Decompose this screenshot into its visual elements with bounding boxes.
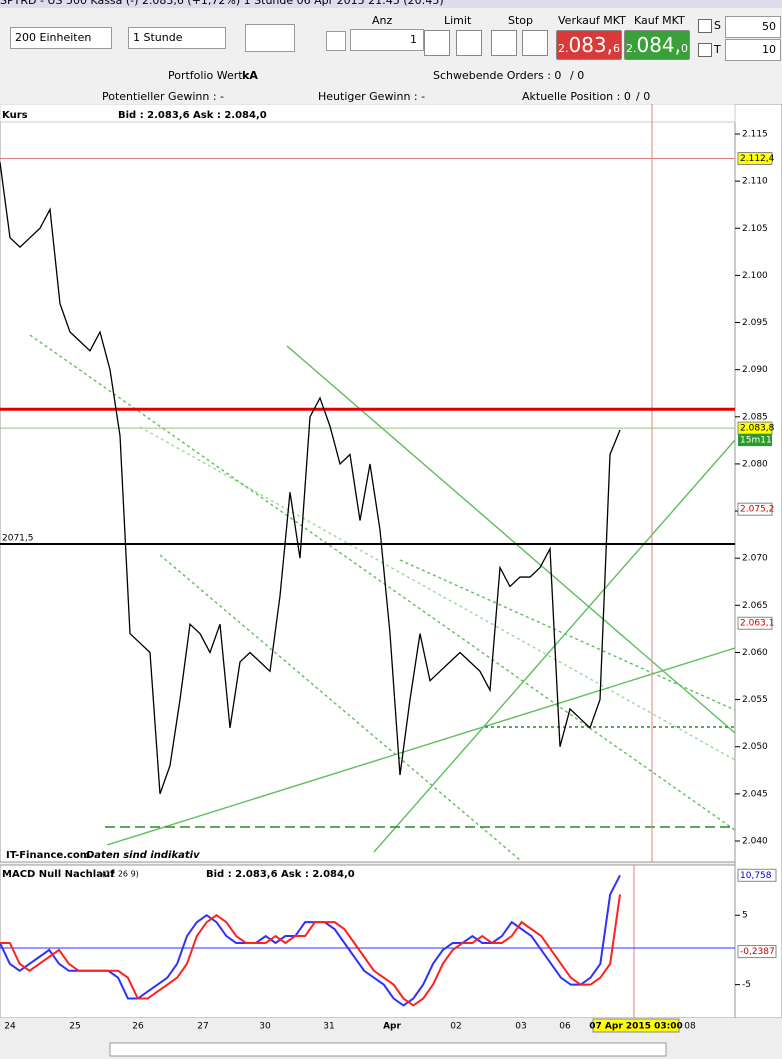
y-tick-label: 2.045	[742, 789, 768, 799]
countdown: 15m11s	[740, 436, 777, 446]
x-tick-label: 30	[259, 1022, 271, 1032]
y-tick-label: 2.080	[742, 459, 768, 469]
sell-prefix: 2.	[557, 42, 569, 55]
y-tick-label: 2.055	[742, 695, 768, 705]
price-tag-label: 2.112,4	[740, 154, 775, 164]
x-tick-label: 02	[450, 1022, 461, 1032]
price-tag	[737, 152, 773, 166]
macd-tag-label: 10,758	[740, 871, 772, 881]
x-tick-label: 31	[323, 1022, 334, 1032]
y-tick-label: 2.090	[742, 365, 768, 375]
chart-area: Kurs Bid : 2.083,6 Ask : 2.084,0 IT-Fina…	[0, 104, 782, 1059]
stop-buy[interactable]	[491, 30, 517, 56]
sell-main: 083,	[568, 33, 614, 57]
stop-label: Stop	[508, 14, 534, 27]
y-tick-label: 2.110	[742, 177, 768, 187]
limit-label: Limit	[444, 14, 472, 27]
x-tick-label: 06	[559, 1022, 571, 1032]
y-tick-label: 2.060	[742, 648, 768, 658]
buy-suffix: 0	[681, 42, 689, 55]
price-tag-label: 2.083,8	[740, 424, 775, 434]
y-tick-label: 2.115	[742, 130, 768, 140]
x-tick-label: 07 Apr 2015 03:00	[589, 1022, 682, 1032]
countdown-bg	[738, 434, 772, 447]
y-tick-label: 2.065	[742, 601, 768, 611]
settings-button[interactable]	[326, 31, 346, 51]
macd-tick-label: -5	[742, 980, 751, 990]
price-tag	[737, 616, 773, 630]
sell-label: Verkauf MKT	[558, 14, 626, 27]
limit-sell[interactable]	[456, 30, 482, 56]
macd-tick-label: 5	[742, 911, 748, 921]
s-input[interactable]: 50	[725, 16, 781, 38]
macd-tag	[737, 868, 777, 882]
footer-note: Daten sind indikativ	[86, 850, 200, 861]
macd-title: MACD Null Nachlauf	[2, 869, 115, 880]
price-title: Kurs	[2, 110, 28, 121]
interval-dropdown[interactable]: 1 Stunde	[128, 27, 226, 49]
x-tick-label: 03	[515, 1022, 526, 1032]
x-tick-label: 27	[197, 1022, 208, 1032]
y-tick-label: 2.105	[742, 224, 768, 234]
price-line	[0, 162, 621, 795]
anz-input[interactable]: 1	[350, 29, 424, 51]
footer-brand: IT-Finance.com	[6, 850, 90, 861]
potential-gain: Potentieller Gewinn : -	[102, 90, 225, 103]
sell-button[interactable]: 2.083,6	[556, 30, 622, 60]
x-tick-label: 26	[132, 1022, 144, 1032]
price-tag-label: 2.063,1	[740, 619, 774, 629]
today-gain: Heutiger Gewinn : -	[318, 90, 426, 103]
price-quote: Bid : 2.083,6 Ask : 2.084,0	[118, 110, 267, 121]
macd-tag	[737, 945, 777, 959]
price-tag	[737, 502, 773, 516]
buy-button[interactable]: 2.084,0	[624, 30, 690, 60]
buy-main: 084,	[636, 33, 682, 57]
trend-lines	[29, 334, 736, 861]
window-title: SPTRD - US 500 Kassa (-) 2.083,6 (+1,72%…	[0, 0, 782, 8]
y-tick-label: 2.100	[742, 271, 768, 281]
x-tick-label: 08	[684, 1022, 696, 1032]
y-tick-label: 2.095	[742, 318, 768, 328]
x-highlight	[592, 1018, 680, 1033]
buy-label: Kauf MKT	[634, 14, 685, 27]
units-dropdown[interactable]: 200 Einheiten	[10, 27, 112, 49]
t-label: T	[714, 43, 721, 56]
pending-orders: Schwebende Orders : 0	[433, 69, 562, 82]
t-input[interactable]: 10	[725, 39, 781, 61]
sell-suffix: 6	[613, 42, 621, 55]
macd-line	[0, 894, 621, 1007]
x-tick-label: 24	[4, 1022, 16, 1032]
buy-prefix: 2.	[625, 42, 637, 55]
pending-orders-2: / 0	[570, 69, 585, 82]
anz-label: Anz	[372, 14, 393, 27]
current-position-2: / 0	[636, 90, 651, 103]
y-tick-label: 2.070	[742, 554, 768, 564]
s-label: S	[714, 19, 721, 32]
portfolio-value: kA	[242, 69, 258, 82]
macd-tag-label: -0,2387	[740, 947, 775, 957]
stop-sell[interactable]	[522, 30, 548, 56]
t-checkbox[interactable]	[698, 43, 712, 57]
portfolio-label: Portfolio Wert :	[168, 69, 250, 82]
price-tag-label: 2.075,2	[740, 505, 774, 515]
limit-buy[interactable]	[424, 30, 450, 56]
x-tick-label: 25	[69, 1022, 80, 1032]
x-tick-label: Apr	[383, 1022, 401, 1032]
y-tick-label: 2.085	[742, 412, 768, 422]
y-tick-label: 2.050	[742, 742, 768, 752]
support-label: 2071,5	[2, 534, 34, 544]
macd-params: (12 26 9)	[102, 870, 139, 879]
s-checkbox[interactable]	[698, 19, 712, 33]
y-tick-label: 2.040	[742, 837, 768, 847]
current-position: Aktuelle Position : 0	[522, 90, 631, 103]
macd-quote: Bid : 2.083,6 Ask : 2.084,0	[206, 869, 355, 880]
indicator-button[interactable]	[245, 24, 295, 52]
scrollbar[interactable]	[109, 1042, 667, 1057]
